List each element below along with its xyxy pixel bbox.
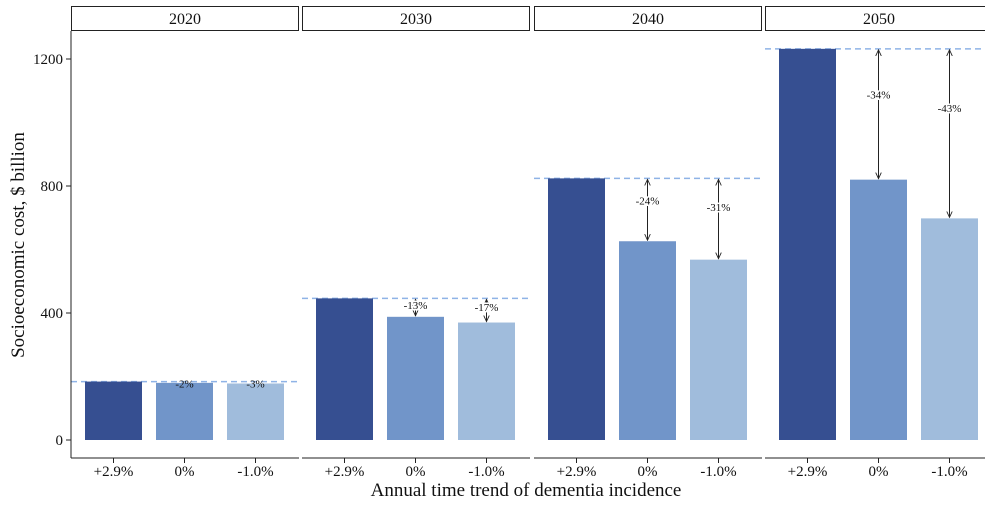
- x-axis-title: Annual time trend of dementia incidence: [371, 480, 682, 501]
- bar: [850, 180, 907, 440]
- x-tick-label: +2.9%: [94, 464, 134, 480]
- x-tick-label: -1.0%: [931, 464, 967, 480]
- facet-label: 2040: [632, 11, 664, 28]
- x-tick-label: +2.9%: [788, 464, 828, 480]
- x-tick-label: -1.0%: [237, 464, 273, 480]
- bar: [227, 383, 284, 440]
- facet-label: 2020: [169, 11, 201, 28]
- change-label: -13%: [404, 300, 428, 312]
- change-label: -34%: [867, 90, 891, 102]
- change-label: -3%: [246, 379, 264, 391]
- change-label: -17%: [475, 302, 499, 314]
- facet-label: 2030: [400, 11, 432, 28]
- y-tick-label: 400: [41, 306, 64, 322]
- panel-2050: 2050 +2.9% 0% -34% -1.0% -43%: [765, 7, 985, 481]
- panel-2030: 2030 +2.9% 0% -13% -1.0% -17%: [302, 7, 530, 481]
- x-tick-label: -1.0%: [468, 464, 504, 480]
- bar: [85, 382, 142, 440]
- x-tick-label: 0%: [406, 464, 426, 480]
- x-tick-label: 0%: [638, 464, 658, 480]
- panel-2020: 2020 +2.9% 0% -2% -1.0% -3%: [71, 7, 299, 481]
- bar: [921, 218, 978, 440]
- panel-2040: 2040 +2.9% 0% -24% -1.0% -31%: [534, 7, 762, 481]
- facet-label: 2050: [863, 11, 895, 28]
- bar: [548, 178, 605, 440]
- y-tick-label: 1200: [33, 52, 63, 68]
- change-label: -31%: [707, 202, 731, 214]
- bar: [619, 241, 676, 440]
- x-tick-label: 0%: [869, 464, 889, 480]
- x-tick-label: +2.9%: [557, 464, 597, 480]
- bar: [779, 49, 836, 440]
- bar: [316, 298, 373, 440]
- y-axis-title: Socioeconomic cost, $ billion: [8, 132, 29, 358]
- change-label: -43%: [938, 103, 962, 115]
- y-tick-label: 0: [56, 433, 64, 449]
- change-label: -2%: [175, 379, 193, 391]
- bar: [156, 383, 213, 440]
- bar: [690, 260, 747, 440]
- y-tick-label: 800: [41, 179, 64, 195]
- x-tick-label: 0%: [175, 464, 195, 480]
- x-tick-label: +2.9%: [325, 464, 365, 480]
- change-label: -24%: [636, 195, 660, 207]
- bar: [458, 323, 515, 440]
- x-tick-label: -1.0%: [700, 464, 736, 480]
- bar: [387, 317, 444, 440]
